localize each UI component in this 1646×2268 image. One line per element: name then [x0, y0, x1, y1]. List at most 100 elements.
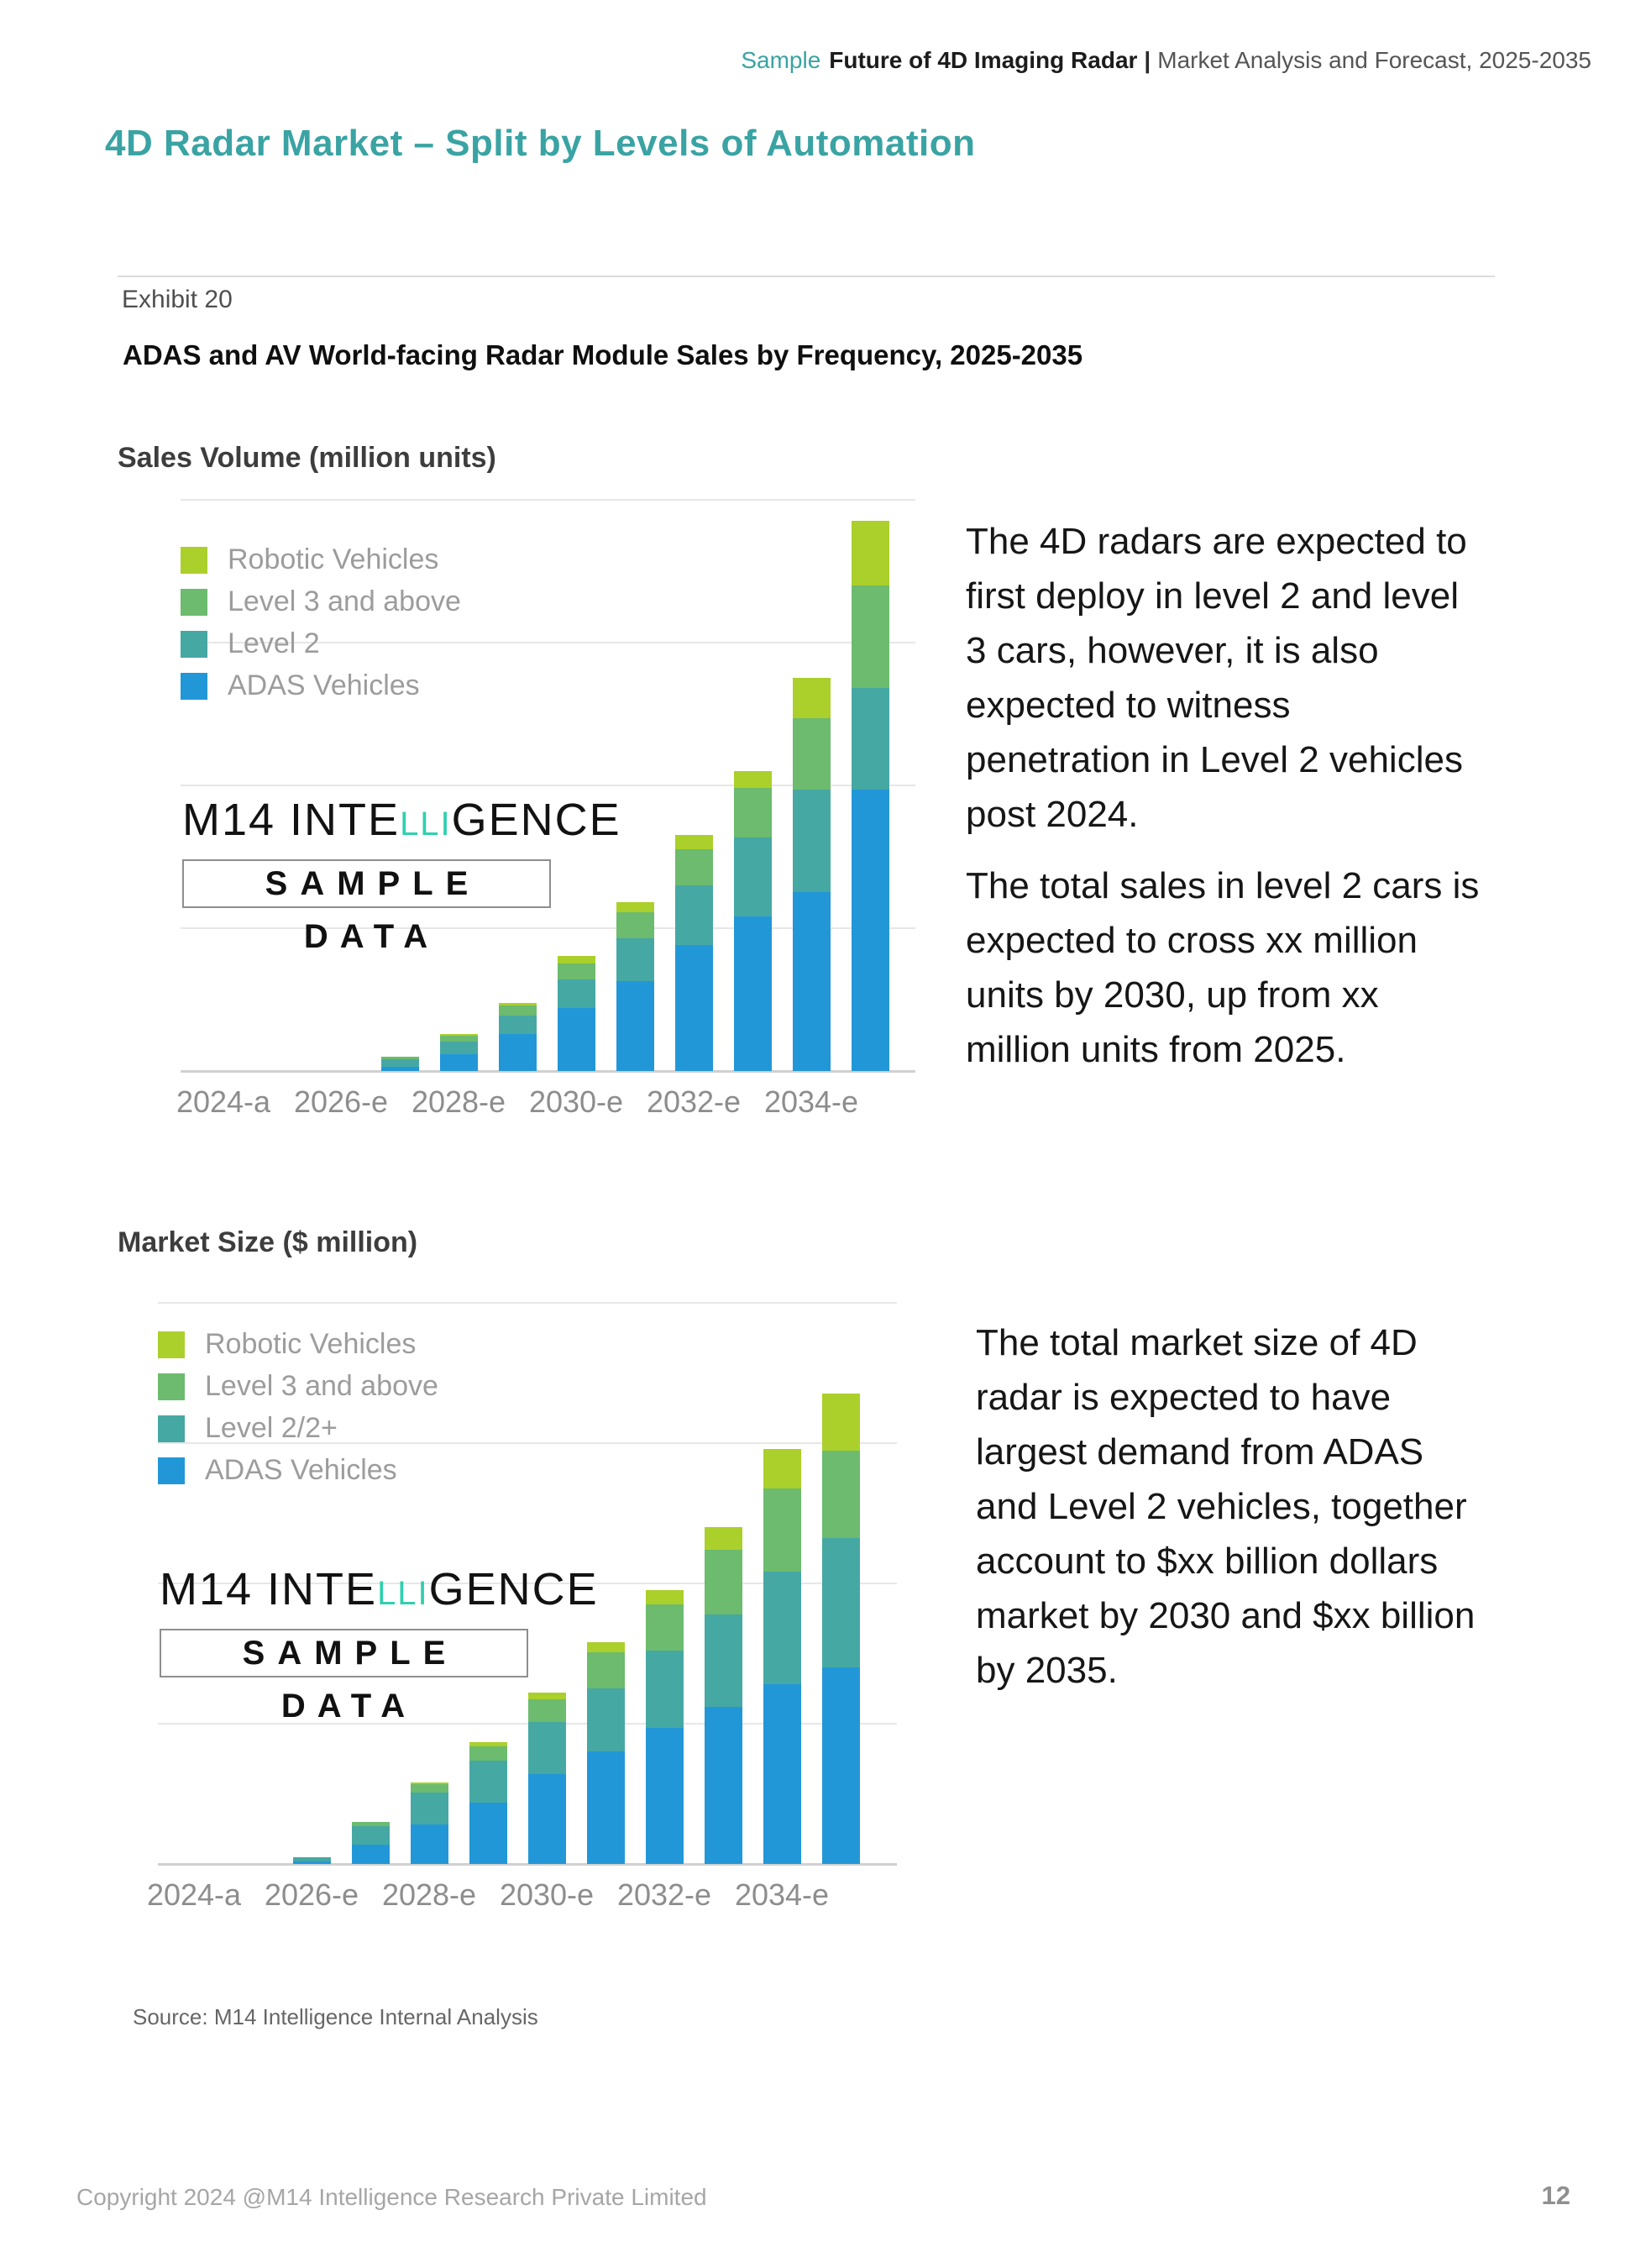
legend-item: ADAS Vehicles [158, 1454, 438, 1487]
stacked-bar-2030-e [557, 956, 595, 1071]
logo-text: GENCE [428, 1564, 599, 1614]
legend-label: Robotic Vehicles [228, 543, 439, 575]
bar-segment [586, 1642, 625, 1652]
bar-segment [439, 1042, 478, 1054]
sales-volume-chart: M14 INTELLIGENCE SAMPLE DATA 2024-a 2026-… [176, 499, 915, 1119]
bar-segment [821, 1538, 860, 1667]
bar-segment [733, 916, 772, 1071]
legend-item: Robotic Vehicles [158, 1328, 438, 1361]
bar-segment [645, 1651, 684, 1728]
bar-segment [410, 1824, 448, 1864]
stacked-bar-2032-e [645, 1590, 684, 1864]
data-watermark-label: DATA [280, 1688, 417, 1725]
bar-segment [557, 956, 595, 963]
bar-segment [733, 788, 772, 837]
bar-segment [586, 1751, 625, 1864]
bar-segment [351, 1845, 390, 1864]
legend-swatch [158, 1373, 185, 1400]
bar-segment [380, 1067, 419, 1071]
stacked-bar-2033-e [733, 771, 772, 1071]
bar-segment [674, 835, 713, 849]
stacked-bar-2033-e [704, 1527, 742, 1864]
x-axis-label: 2024-a [146, 1877, 242, 1912]
bar-segment [410, 1784, 448, 1793]
exhibit-title: ADAS and AV World-facing Radar Module Sa… [123, 339, 1083, 370]
x-axis-line [158, 1863, 897, 1866]
stacked-bar-2031-e [586, 1642, 625, 1864]
bar-segment [674, 885, 713, 945]
bar-segment [292, 1861, 331, 1864]
stacked-bar-2027-e [380, 1057, 419, 1071]
bar-segment [527, 1693, 566, 1699]
bar-segment [380, 1057, 419, 1059]
bar-segment [674, 849, 713, 885]
chart1-heading: Sales Volume (million units) [118, 442, 496, 474]
page-number: 12 [1541, 2181, 1570, 2210]
bar-segment [616, 902, 654, 912]
bar-segment [821, 1667, 860, 1864]
bar-segment [792, 790, 831, 892]
stacked-bar-2034-e [763, 1449, 801, 1864]
bar-segment [380, 1059, 419, 1067]
legend-item: Level 3 and above [158, 1370, 438, 1403]
bar-segment [557, 1008, 595, 1071]
x-axis-label: 2034-e [763, 1084, 859, 1119]
x-axis-label: 2034-e [734, 1877, 830, 1912]
bar-segment [851, 585, 889, 688]
bar-segment [351, 1822, 390, 1826]
legend-item: Level 2/2+ [158, 1412, 438, 1445]
x-axis-label: 2028-e [381, 1877, 477, 1912]
legend-swatch [181, 546, 207, 574]
legend-label: Level 2/2+ [205, 1412, 338, 1444]
bar-segment [763, 1684, 801, 1864]
chart-legend: Robotic Vehicles Level 3 and above Level 2… [158, 1328, 438, 1496]
bar-segment [292, 1857, 331, 1861]
stacked-bar-2026-e [292, 1857, 331, 1864]
exhibit-label: Exhibit 20 [122, 286, 233, 313]
stacked-bar-2035-e [821, 1394, 860, 1864]
bar-segment [351, 1826, 390, 1845]
x-axis-label: 2026-e [293, 1084, 389, 1119]
bar-segment [792, 892, 831, 1071]
bar-segment [821, 1451, 860, 1538]
x-axis-label: 2030-e [528, 1084, 624, 1119]
gridline [181, 785, 915, 786]
bar-segment [851, 688, 889, 790]
bar-segment [733, 837, 772, 916]
data-watermark-label: DATA [303, 918, 440, 955]
bar-segment [616, 912, 654, 938]
gridline [181, 927, 915, 929]
stacked-bar-2029-e [469, 1742, 507, 1864]
bar-segment [645, 1728, 684, 1864]
legend-swatch [181, 588, 207, 616]
bar-segment [469, 1746, 507, 1761]
logo-text: M14 INTE [160, 1564, 378, 1614]
bar-segment [586, 1652, 625, 1688]
watermark: M14 INTELLIGENCE SAMPLE DATA [182, 794, 621, 956]
watermark: M14 INTELLIGENCE SAMPLE DATA [160, 1563, 599, 1725]
gridline [158, 1442, 897, 1444]
bar-segment [851, 521, 889, 585]
legend-swatch [158, 1457, 185, 1484]
sample-watermark-box: SAMPLE [182, 859, 551, 908]
bar-segment [498, 1034, 537, 1071]
legend-item: Robotic Vehicles [181, 543, 461, 576]
bar-segment [704, 1614, 742, 1707]
logo-text: GENCE [451, 795, 621, 845]
gridline [158, 1723, 897, 1725]
legend-label: ADAS Vehicles [228, 669, 420, 701]
bar-segment [645, 1590, 684, 1604]
stacked-bar-2032-e [674, 835, 713, 1071]
page-header: Sample Future of 4D Imaging Radar | Market … [741, 47, 1591, 74]
legend-swatch [158, 1415, 185, 1442]
bar-segment [439, 1036, 478, 1042]
bar-segment [616, 938, 654, 981]
bar-segment [674, 945, 713, 1071]
bar-segment [645, 1604, 684, 1651]
commentary-paragraph: The total market size of 4D radar is exp… [976, 1322, 1476, 1691]
stacked-bar-2031-e [616, 902, 654, 1071]
gridline [158, 1583, 897, 1584]
commentary-paragraph: The 4D radars are expected to first depl… [966, 521, 1467, 835]
x-axis-label: 2028-e [411, 1084, 506, 1119]
m14-intelligence-logo: M14 INTELLIGENCE [182, 794, 621, 846]
